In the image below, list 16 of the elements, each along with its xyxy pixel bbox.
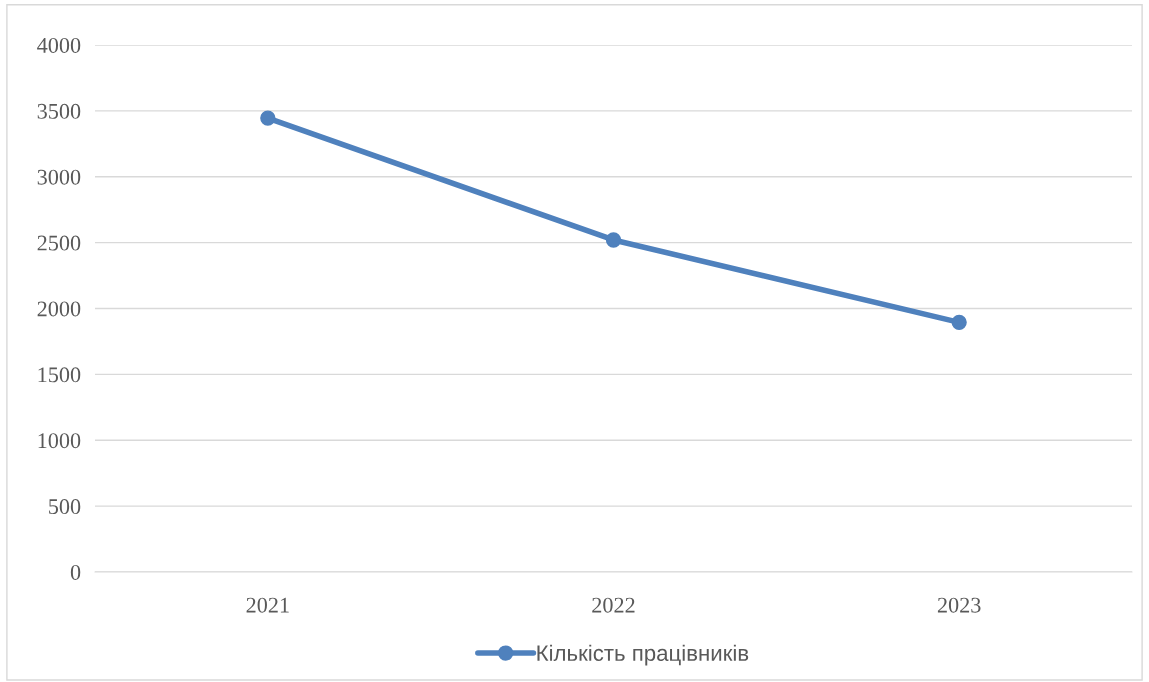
x-tick-label: 2023 — [937, 597, 981, 613]
y-tick-label: 0 — [70, 564, 81, 580]
x-tick-label: 2022 — [592, 597, 635, 613]
y-tick-label: 3500 — [37, 103, 81, 119]
point — [605, 232, 622, 248]
point — [951, 314, 967, 330]
legend-label: Кількість працівників — [537, 644, 749, 666]
y-tick-label: 4000 — [37, 37, 81, 53]
y-tick-label: 2000 — [37, 301, 81, 317]
point — [260, 110, 276, 126]
y-tick-label: 1000 — [38, 433, 81, 449]
y-tick-label: 1500 — [38, 367, 81, 383]
y-tick-label: 3000 — [37, 169, 81, 185]
y-tick-label: 2500 — [37, 235, 81, 251]
x-tick-label: 2021 — [246, 597, 289, 613]
y-tick-label: 500 — [49, 499, 81, 515]
